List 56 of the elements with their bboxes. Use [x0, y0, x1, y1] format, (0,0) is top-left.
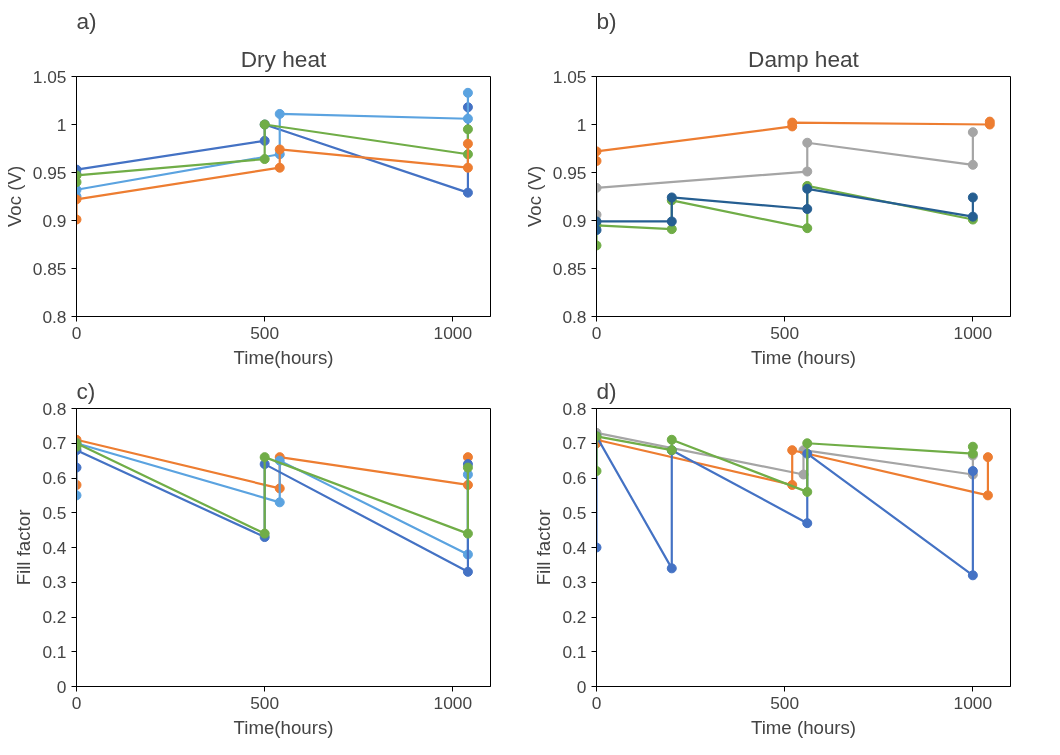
- chart-title: Dry heat: [240, 45, 328, 72]
- x-axis-title: Time (hours): [750, 346, 857, 368]
- text: b): [596, 7, 617, 34]
- y-tick-label: 0.3: [42, 572, 67, 593]
- x-tick-label: 500: [250, 322, 280, 343]
- y-tick-label: 1.05: [552, 66, 587, 87]
- x-tick-label: 1000: [953, 692, 993, 713]
- y-tick-label: 1: [56, 114, 67, 135]
- text: d): [596, 377, 617, 404]
- y-tick-label: 0.9: [562, 210, 587, 231]
- x-axis-title: Time (hours): [750, 716, 857, 738]
- y-tick-label: 0.8: [42, 306, 67, 327]
- y-tick-label: 0.9: [42, 210, 67, 231]
- x-tick-label: 0: [71, 322, 82, 343]
- y-tick-label: 0.8: [562, 306, 587, 327]
- y-tick-label: 0.95: [32, 162, 67, 183]
- y-tick-label: 0.4: [42, 537, 67, 558]
- text: c): [76, 377, 96, 404]
- y-tick-label: 0.5: [562, 502, 587, 523]
- y-axis-title: Fill factor: [533, 509, 555, 586]
- y-axis-title: Voc (V): [523, 165, 545, 228]
- x-tick-label: 0: [71, 692, 82, 713]
- y-tick-label: 1.05: [32, 66, 67, 87]
- y-tick-label: 1: [576, 114, 587, 135]
- x-tick-label: 500: [770, 322, 800, 343]
- x-axis-title: Time(hours): [233, 346, 334, 368]
- x-tick-label: 500: [770, 692, 800, 713]
- x-tick-label: 1000: [953, 322, 993, 343]
- y-tick-label: 0.5: [42, 502, 67, 523]
- y-tick-label: 0.8: [562, 398, 587, 419]
- y-tick-label: 0.85: [552, 258, 587, 279]
- y-tick-label: 0: [576, 676, 587, 697]
- y-tick-label: 0.1: [42, 641, 67, 662]
- y-tick-label: 0.8: [42, 398, 67, 419]
- y-tick-label: 0.2: [562, 607, 587, 627]
- x-tick-label: 0: [591, 692, 602, 713]
- y-tick-label: 0.3: [562, 572, 587, 593]
- x-tick-label: 1000: [433, 692, 473, 713]
- y-tick-label: 0.2: [42, 607, 67, 627]
- y-tick-label: 0.7: [562, 433, 587, 454]
- y-axis-title: Voc (V): [3, 165, 25, 228]
- x-tick-label: 500: [250, 692, 280, 713]
- y-tick-label: 0.1: [562, 641, 587, 662]
- y-axis-title: Fill factor: [13, 509, 35, 586]
- x-tick-label: 1000: [433, 322, 473, 343]
- x-axis-title: Time(hours): [233, 716, 334, 738]
- y-tick-label: 0.6: [42, 468, 67, 488]
- x-tick-label: 0: [591, 322, 602, 343]
- y-tick-label: 0.7: [42, 433, 67, 454]
- y-tick-label: 0.85: [32, 258, 67, 279]
- y-tick-label: 0.4: [562, 537, 587, 558]
- y-tick-label: 0.6: [562, 468, 587, 488]
- chart-title: Damp heat: [748, 45, 860, 72]
- text: a): [76, 7, 97, 34]
- y-tick-label: 0: [56, 676, 67, 697]
- y-tick-label: 0.95: [552, 162, 587, 183]
